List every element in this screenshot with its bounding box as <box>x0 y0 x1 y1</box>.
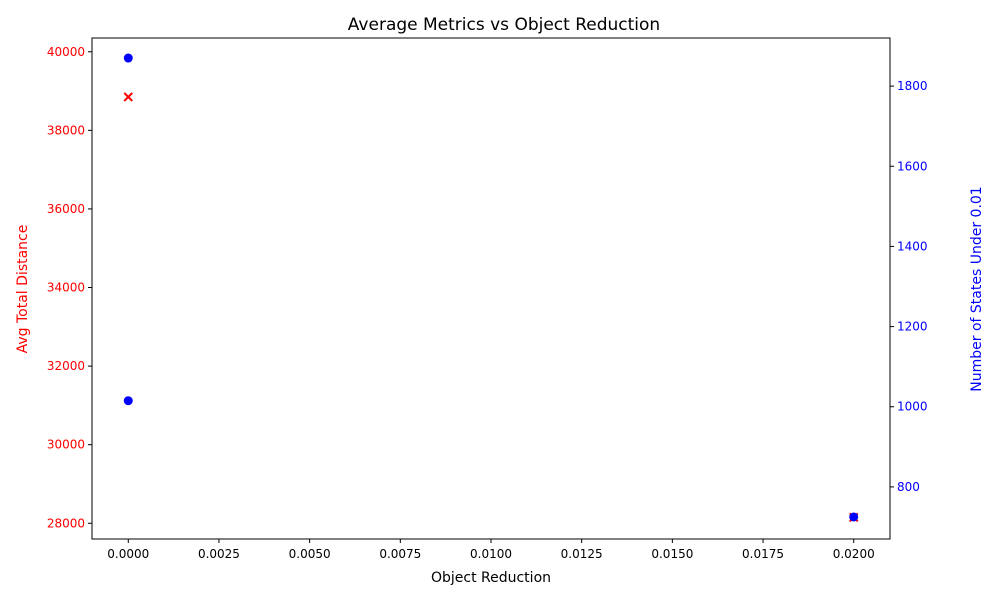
left-y-tick-label: 38000 <box>47 123 85 137</box>
left-y-tick-label: 30000 <box>47 438 85 452</box>
x-tick-label: 0.0075 <box>379 547 421 561</box>
x-tick-label: 0.0200 <box>833 547 875 561</box>
x-tick-label: 0.0125 <box>561 547 603 561</box>
right-y-tick-label: 800 <box>897 480 920 494</box>
left-y-tick-label: 28000 <box>47 516 85 530</box>
left-y-axis-label: Avg Total Distance <box>15 225 31 354</box>
right-y-tick-label: 1600 <box>897 159 928 173</box>
data-point-circle-marker <box>123 53 133 63</box>
x-tick-label: 0.0000 <box>107 547 149 561</box>
x-axis: 0.0000 0.0025 0.0050 0.0075 0.0100 0.0125 0.01… <box>107 539 875 561</box>
x-tick-label: 0.0050 <box>289 547 331 561</box>
left-y-tick-label: 40000 <box>47 45 85 59</box>
right-y-axis-label: Number of States Under 0.01 <box>969 186 985 391</box>
data-point-circle-marker <box>123 396 133 406</box>
plot-area-frame <box>91 37 891 540</box>
data-point-x-marker <box>123 92 133 102</box>
x-tick-label: 0.0150 <box>651 547 693 561</box>
left-y-tick-label: 32000 <box>47 359 85 373</box>
x-tick-label: 0.0175 <box>742 547 784 561</box>
data-points <box>123 53 859 523</box>
x-tick-label: 0.0100 <box>470 547 512 561</box>
right-y-tick-label: 1200 <box>897 320 928 334</box>
right-y-axis: 800 1000 1200 1400 1600 1800 <box>890 79 928 494</box>
x-tick-label: 0.0025 <box>198 547 240 561</box>
right-y-tick-label: 1800 <box>897 79 928 93</box>
right-y-tick-label: 1400 <box>897 239 928 253</box>
left-y-tick-label: 36000 <box>47 202 85 216</box>
data-point-circle-marker <box>849 512 859 522</box>
right-y-tick-label: 1000 <box>897 400 928 414</box>
chart-title: Average Metrics vs Object Reduction <box>348 15 660 35</box>
left-y-tick-label: 34000 <box>47 281 85 295</box>
left-y-axis: 28000 30000 32000 34000 36000 38000 40000 <box>47 45 92 530</box>
x-axis-label: Object Reduction <box>431 570 551 586</box>
